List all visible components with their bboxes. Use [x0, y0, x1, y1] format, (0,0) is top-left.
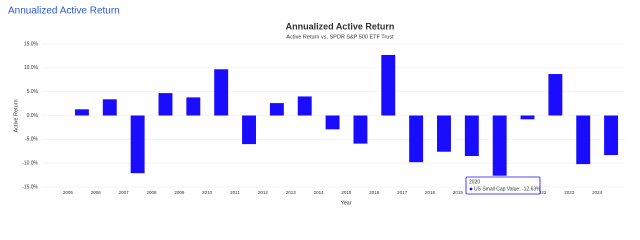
bar: [130, 115, 145, 174]
y-tick-label: 5.0%: [27, 89, 39, 95]
y-tick-label: -10.0%: [22, 160, 38, 166]
x-tick-label: 2013: [286, 190, 297, 195]
tooltip-label: US Small Cap Value: -12.63%: [474, 186, 541, 192]
chart: Annualized Active Return Annualized Acti…: [8, 6, 625, 206]
tooltip-box: [465, 176, 541, 195]
bar: [186, 97, 201, 116]
bar: [437, 115, 451, 152]
bar: [604, 115, 619, 156]
y-axis-label: Active Return: [13, 99, 19, 132]
x-tick-label: 2022: [536, 190, 547, 195]
x-tick-label: 2005: [63, 190, 74, 195]
bar: [381, 54, 396, 116]
chart-subtitle: Active Return vs. SPDR S&P 500 ETF Trust: [286, 34, 394, 40]
bar: [464, 115, 479, 157]
bar: [269, 103, 284, 116]
bar: [353, 115, 368, 144]
bar: [576, 115, 591, 165]
bar: [102, 99, 117, 116]
x-tick-label: 2023: [564, 190, 575, 195]
x-tick-label: 2010: [202, 190, 213, 195]
x-axis-label: Year: [340, 200, 351, 206]
bar: [214, 69, 229, 116]
bar: [492, 115, 507, 176]
y-tick-label: 15.0%: [24, 41, 39, 47]
y-tick-label: 0.0%: [27, 113, 39, 119]
tooltip-title: 2020: [469, 179, 480, 185]
page-title: Annualized Active Return: [8, 6, 120, 17]
y-tick-label: -5.0%: [25, 137, 39, 143]
tooltip-dot: [469, 187, 473, 191]
bar: [520, 115, 535, 120]
x-tick-label: 2007: [119, 190, 130, 195]
x-tick-label: 2015: [341, 190, 352, 195]
x-tick-label: 2006: [91, 190, 102, 195]
x-tick-label: 2019: [453, 190, 464, 195]
chart-title: Annualized Active Return: [286, 21, 395, 31]
x-tick-label: 2009: [174, 190, 185, 195]
bar: [409, 115, 424, 163]
x-tick-label: 2018: [425, 190, 436, 195]
bar: [158, 93, 173, 116]
x-tick-label: 2017: [397, 190, 408, 195]
x-tick-label: 2012: [258, 190, 269, 195]
x-tick-label: 2014: [314, 190, 325, 195]
x-tick-label: 2008: [146, 190, 157, 195]
bar: [242, 115, 256, 145]
x-tick-label: 2016: [369, 190, 380, 195]
y-tick-label: -15.0%: [22, 184, 38, 190]
bar: [297, 96, 312, 116]
bar: [74, 109, 89, 116]
bar: [325, 115, 340, 130]
x-tick-label: 2024: [592, 190, 603, 195]
x-tick-label: 2011: [230, 190, 240, 195]
bar: [548, 74, 563, 116]
y-tick-label: 10.0%: [24, 65, 39, 71]
